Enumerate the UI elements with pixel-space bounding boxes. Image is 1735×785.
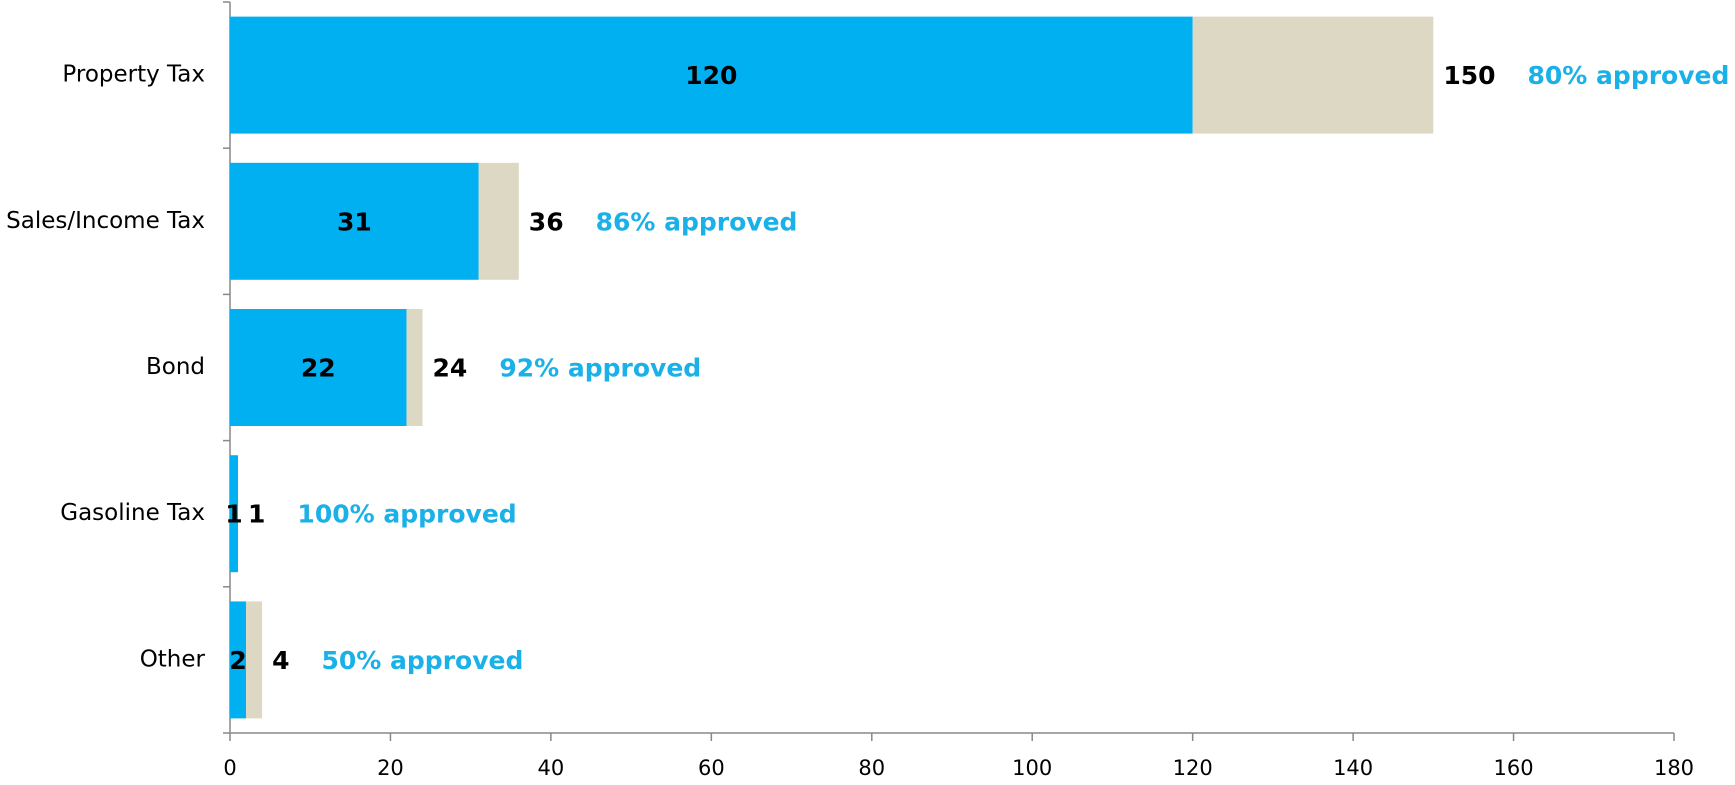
annotation: 92% approved bbox=[499, 354, 701, 383]
bar-value-label: 31 bbox=[337, 207, 372, 236]
bar-segment bbox=[406, 309, 423, 426]
x-tick-label: 160 bbox=[1494, 756, 1534, 780]
category-label: Sales/Income Tax bbox=[6, 208, 205, 234]
total-label: 1 bbox=[248, 500, 265, 529]
annotation: 80% approved bbox=[1528, 61, 1730, 90]
category-label: Other bbox=[140, 646, 206, 672]
bar-segment bbox=[230, 601, 247, 719]
bar-value-label: 1 bbox=[225, 500, 242, 529]
bar-value-label: 22 bbox=[301, 354, 336, 383]
x-tick-label: 120 bbox=[1173, 756, 1213, 780]
category-label: Gasoline Tax bbox=[60, 500, 205, 526]
bar-segment bbox=[478, 162, 519, 280]
x-tick-label: 0 bbox=[223, 756, 236, 780]
total-label: 150 bbox=[1443, 61, 1495, 90]
bar-value-label: 2 bbox=[229, 646, 246, 675]
x-tick-label: 20 bbox=[377, 756, 404, 780]
bar-segment bbox=[230, 309, 407, 426]
annotation: 86% approved bbox=[596, 207, 798, 236]
x-tick-label: 80 bbox=[858, 756, 885, 780]
annotation: 50% approved bbox=[321, 646, 523, 675]
bar-segment bbox=[1192, 16, 1434, 134]
total-label: 36 bbox=[529, 207, 564, 236]
total-label: 24 bbox=[433, 354, 468, 383]
bar-segment bbox=[230, 162, 479, 280]
x-tick-label: 140 bbox=[1333, 756, 1373, 780]
bar-value-label: 120 bbox=[685, 61, 737, 90]
x-tick-label: 40 bbox=[538, 756, 565, 780]
annotation: 100% approved bbox=[297, 500, 516, 529]
x-tick-label: 100 bbox=[1012, 756, 1052, 780]
bar-segment bbox=[230, 16, 1193, 134]
x-tick-label: 180 bbox=[1654, 756, 1694, 780]
total-label: 4 bbox=[272, 646, 289, 675]
category-label: Property Tax bbox=[62, 62, 205, 88]
category-label: Bond bbox=[146, 354, 205, 380]
bar-segment bbox=[246, 601, 263, 719]
x-tick-label: 60 bbox=[698, 756, 725, 780]
bar-segment bbox=[230, 455, 239, 573]
